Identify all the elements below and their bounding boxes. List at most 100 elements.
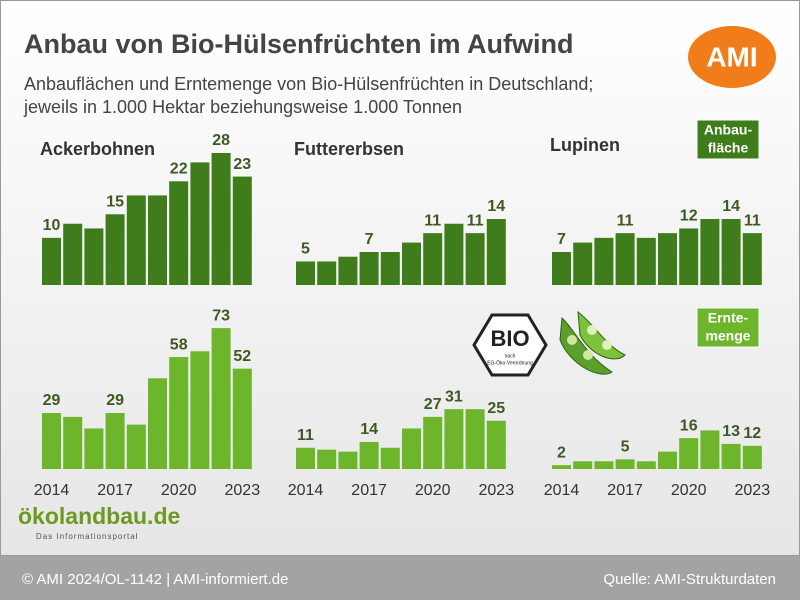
bar: [105, 214, 125, 285]
value-label: 73: [212, 307, 230, 324]
value-label: 15: [106, 194, 124, 211]
x-tick-label: 2023: [479, 482, 515, 499]
bio-logo-text: BIO: [490, 326, 529, 351]
bar: [615, 233, 635, 285]
bar: [211, 153, 231, 285]
value-label: 12: [743, 425, 761, 442]
oekolandbau-logo: ökolandbau.de: [18, 503, 180, 529]
badge-text: Ernte-: [708, 310, 749, 326]
bar: [42, 237, 61, 285]
bar: [126, 424, 146, 469]
badge-text: menge: [705, 328, 750, 344]
x-tick-label: 2023: [225, 482, 261, 499]
bar: [338, 256, 358, 285]
bar: [486, 219, 506, 285]
bar: [573, 461, 593, 469]
bar: [296, 447, 315, 469]
value-label: 10: [43, 217, 61, 234]
value-label: 11: [617, 212, 634, 229]
x-tick-label: 2020: [415, 482, 451, 499]
bar: [594, 237, 614, 285]
bar: [700, 430, 720, 469]
bar: [359, 441, 379, 469]
bar: [63, 416, 83, 469]
bar: [148, 378, 167, 469]
bar: [169, 181, 189, 285]
title: Anbau von Bio-Hülsenfrüchten im Aufwind: [24, 29, 573, 59]
bar: [444, 409, 464, 469]
badge-text: Anbau-: [704, 122, 753, 138]
bar: [742, 445, 762, 469]
bar: [317, 261, 337, 285]
bio-logo-note: EG-Öko-Verordnung: [487, 359, 533, 366]
x-tick-label: 2014: [544, 482, 580, 499]
bar: [402, 242, 421, 285]
bar: [552, 252, 571, 285]
bar: [296, 261, 315, 285]
value-label: 29: [43, 392, 61, 409]
bar: [359, 252, 379, 285]
bar: [84, 428, 104, 469]
chart-title: Futtererbsen: [294, 139, 404, 159]
value-label: 16: [680, 417, 698, 434]
bar: [380, 447, 400, 469]
value-label: 2: [557, 444, 566, 461]
bar: [380, 252, 400, 285]
value-label: 11: [744, 212, 761, 229]
value-label: 52: [233, 348, 251, 365]
bar: [594, 461, 614, 469]
bar: [465, 409, 485, 469]
bar: [679, 228, 699, 285]
bar: [190, 162, 210, 285]
footer-bar: [0, 556, 800, 600]
badge: [696, 307, 760, 348]
bar: [232, 368, 252, 469]
bar: [552, 465, 571, 469]
value-label: 25: [487, 400, 505, 417]
footer-left: © AMI 2024/OL-1142 | AMI-informiert.de: [22, 571, 288, 588]
bar: [615, 459, 635, 469]
value-label: 27: [424, 396, 442, 413]
value-label: 29: [106, 392, 124, 409]
ami-logo-text: AMI: [706, 41, 757, 72]
value-label: 13: [722, 423, 740, 440]
bar: [573, 242, 593, 285]
x-tick-label: 2014: [288, 482, 324, 499]
value-label: 14: [360, 421, 378, 438]
value-label: 28: [212, 132, 230, 149]
value-label: 23: [233, 156, 251, 173]
x-tick-label: 2017: [351, 482, 387, 499]
bar: [658, 451, 677, 469]
bar: [636, 461, 656, 469]
subtitle: Anbauflächen und Erntemenge von Bio-Hüls…: [24, 74, 593, 94]
x-tick-label: 2017: [97, 482, 133, 499]
bar: [84, 228, 104, 285]
bar: [721, 443, 741, 469]
value-label: 14: [487, 198, 505, 215]
bar: [636, 237, 656, 285]
bar: [423, 416, 443, 469]
bar: [486, 420, 506, 469]
x-tick-label: 2020: [161, 482, 197, 499]
x-tick-label: 2017: [607, 482, 643, 499]
value-label: 12: [680, 208, 698, 225]
bar: [169, 357, 189, 469]
bar: [465, 233, 485, 285]
bean-pods: [559, 310, 626, 375]
value-label: 7: [557, 231, 566, 248]
bar: [658, 233, 677, 285]
bar: [700, 219, 720, 285]
bar: [42, 413, 61, 469]
value-label: 31: [445, 388, 463, 405]
bar: [317, 449, 337, 469]
subtitle: jeweils in 1.000 Hektar beziehungsweise …: [23, 97, 462, 117]
bar: [63, 223, 83, 285]
value-label: 11: [297, 427, 314, 444]
badge-text: fläche: [708, 140, 749, 156]
value-label: 11: [467, 212, 484, 229]
bar: [444, 223, 464, 285]
bar: [721, 219, 741, 285]
bio-logo-note: nach: [505, 353, 516, 359]
chart-title: Ackerbohnen: [40, 139, 155, 159]
